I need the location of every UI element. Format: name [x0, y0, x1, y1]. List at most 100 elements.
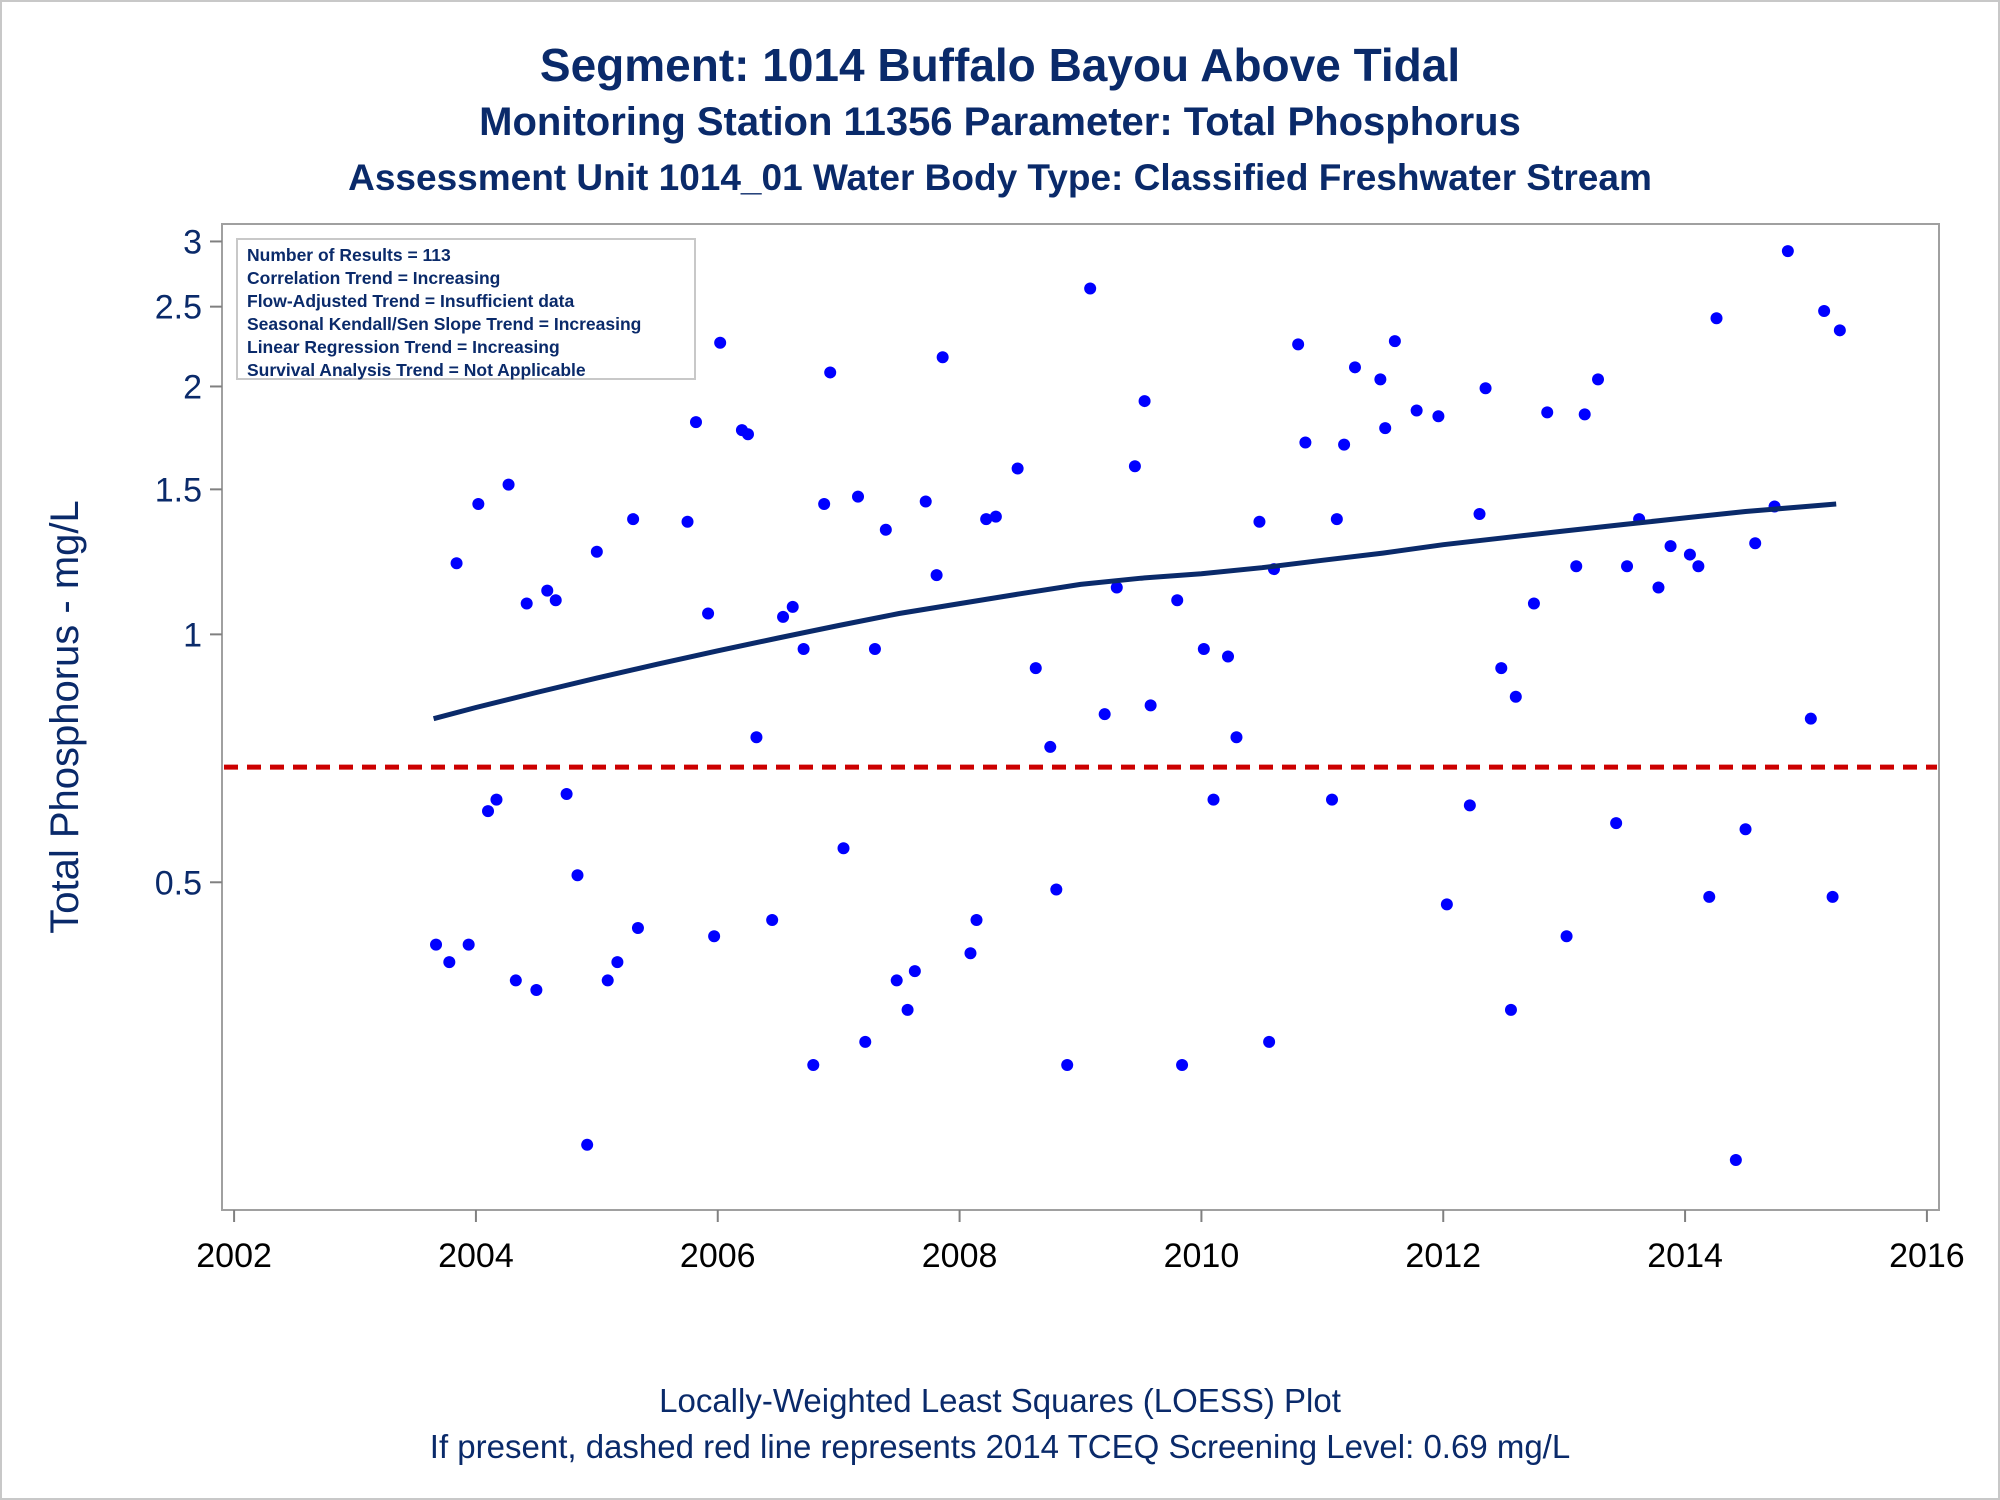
data-point — [1495, 662, 1508, 675]
data-point — [1592, 373, 1605, 386]
loess-trend-line — [432, 501, 1837, 722]
data-point — [807, 1058, 820, 1071]
x-tick-label: 2012 — [1405, 1237, 1481, 1275]
data-point — [1128, 460, 1141, 473]
data-point — [1664, 540, 1677, 553]
data-point — [837, 842, 850, 855]
data-point — [702, 607, 715, 620]
data-point — [1739, 823, 1752, 836]
footer-screening-note: If present, dashed red line represents 2… — [429, 1428, 1571, 1465]
data-point — [1144, 699, 1157, 712]
x-tick-label: 2016 — [1889, 1237, 1965, 1275]
data-point — [450, 557, 463, 570]
data-point — [1818, 304, 1831, 317]
data-point — [1388, 335, 1401, 348]
data-point — [824, 366, 837, 379]
y-axis: 0.5 1 1.5 2 2.5 3 — [155, 223, 222, 902]
data-point — [1509, 690, 1522, 703]
data-point — [777, 610, 790, 623]
data-point — [1230, 731, 1243, 744]
trend-statistics-box: Number of Results = 113 Correlation Tren… — [236, 238, 696, 380]
x-tick-label: 2008 — [922, 1237, 998, 1275]
y-tick-label: 2 — [183, 368, 202, 406]
data-point — [560, 787, 573, 800]
y-axis-label: Total Phosphorus - mg/L — [43, 500, 87, 934]
data-point — [472, 497, 485, 510]
data-point — [1749, 537, 1762, 550]
data-point — [1804, 712, 1817, 725]
data-point — [1263, 1035, 1276, 1048]
data-point — [1479, 382, 1492, 395]
data-point — [1504, 1003, 1517, 1016]
data-point — [1541, 406, 1554, 419]
data-point — [989, 510, 1002, 523]
data-point — [549, 594, 562, 607]
data-point — [462, 938, 475, 951]
data-point — [890, 974, 903, 987]
data-point — [964, 947, 977, 960]
data-point — [879, 523, 892, 536]
data-point — [1348, 361, 1361, 374]
data-point — [1292, 338, 1305, 351]
data-point — [797, 642, 810, 655]
data-point — [1029, 662, 1042, 675]
data-points — [430, 245, 1846, 1167]
chart-title: Segment: 1014 Buffalo Bayou Above Tidal — [539, 39, 1461, 91]
data-point — [581, 1138, 594, 1151]
data-point — [919, 495, 932, 508]
data-point — [689, 416, 702, 429]
data-point — [901, 1003, 914, 1016]
data-point — [1440, 898, 1453, 911]
data-point — [627, 513, 640, 526]
data-point — [1050, 883, 1063, 896]
stat-survival-analysis-trend: Survival Analysis Trend = Not Applicable — [247, 360, 586, 380]
data-point — [590, 545, 603, 558]
x-tick-label: 2014 — [1647, 1237, 1723, 1275]
data-point — [1652, 581, 1665, 594]
data-point — [502, 478, 515, 491]
data-point — [541, 584, 554, 597]
y-tick-label: 1 — [183, 616, 202, 654]
data-point — [611, 956, 624, 969]
data-point — [1578, 408, 1591, 421]
data-point — [1197, 642, 1210, 655]
data-point — [1710, 312, 1723, 325]
data-point — [970, 913, 983, 926]
data-point — [1621, 560, 1634, 573]
data-point — [571, 869, 584, 882]
data-point — [1729, 1154, 1742, 1167]
data-point — [520, 597, 533, 610]
data-point — [1463, 799, 1476, 812]
data-point — [1044, 740, 1057, 753]
data-point — [1207, 793, 1220, 806]
data-point — [482, 805, 495, 818]
x-axis: 2002 2004 2006 2008 2010 2012 2014 2016 — [196, 1210, 1965, 1275]
data-point — [1527, 597, 1540, 610]
data-point — [1011, 462, 1024, 475]
data-point — [1570, 560, 1583, 573]
stat-number-of-results: Number of Results = 113 — [247, 245, 451, 265]
data-point — [1138, 395, 1151, 408]
data-point — [1098, 708, 1111, 721]
data-point — [1110, 581, 1123, 594]
data-point — [741, 428, 754, 441]
y-tick-label: 0.5 — [155, 864, 202, 902]
data-point — [1683, 548, 1696, 561]
data-point — [1222, 650, 1235, 663]
data-point — [1061, 1058, 1074, 1071]
data-point — [1473, 508, 1486, 521]
stat-seasonal-kendall-trend: Seasonal Kendall/Sen Slope Trend = Incre… — [247, 314, 642, 334]
data-point — [868, 642, 881, 655]
data-point — [601, 974, 614, 987]
data-point — [1410, 404, 1423, 417]
data-point — [1781, 245, 1794, 258]
y-tick-label: 3 — [183, 223, 202, 261]
footer-plot-type: Locally-Weighted Least Squares (LOESS) P… — [659, 1382, 1341, 1419]
data-point — [786, 600, 799, 613]
data-point — [708, 930, 721, 943]
data-point — [530, 983, 543, 996]
data-point — [430, 938, 443, 951]
data-point — [936, 351, 949, 364]
